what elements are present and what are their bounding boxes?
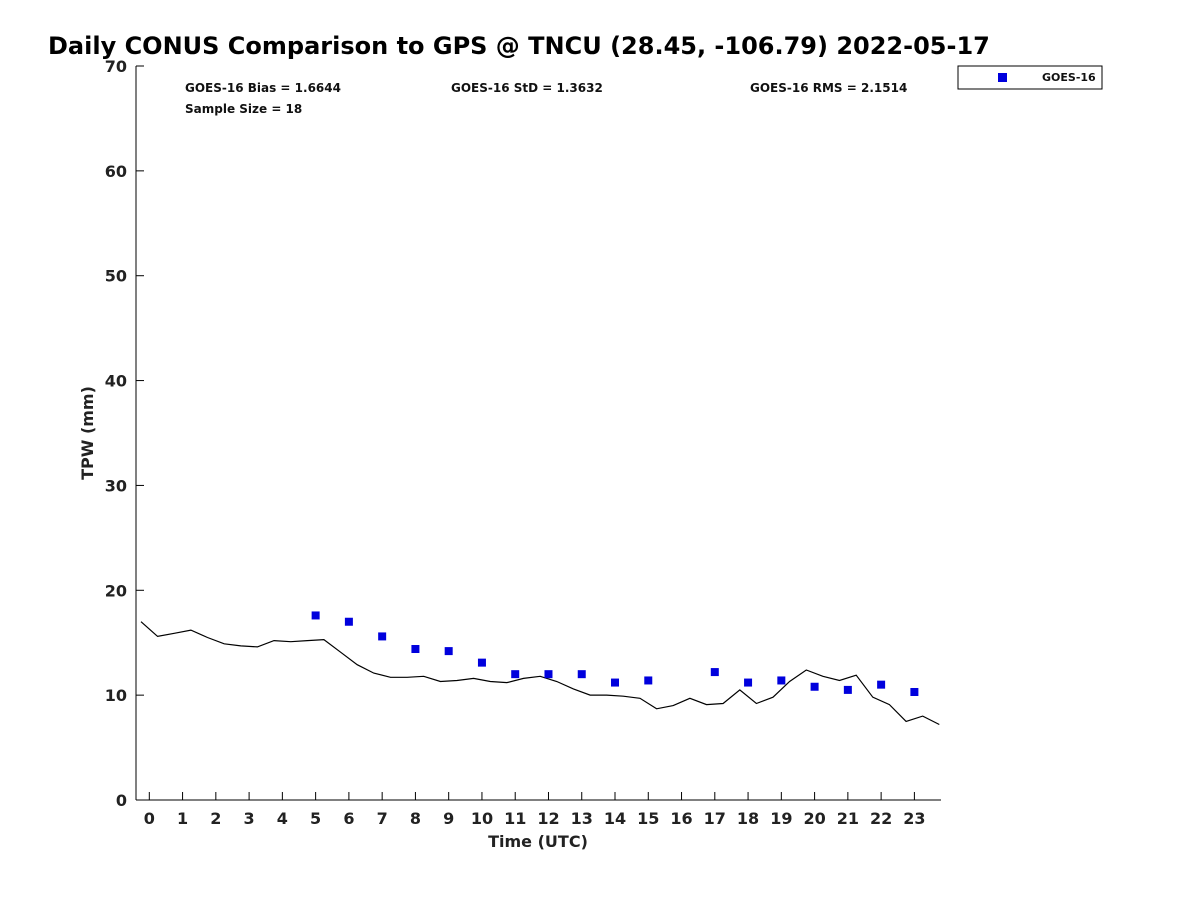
- x-tick-label: 5: [310, 809, 321, 828]
- goes-16-point: [877, 680, 886, 689]
- goes-16-point: [843, 685, 852, 694]
- x-tick-label: 6: [343, 809, 354, 828]
- x-ticks: 0 1 2 3 4 5 6 7 8 9 10 11 12 13 14 15 16 17 18 19 20 21 22 23: [144, 792, 926, 828]
- y-tick-label: 50: [105, 267, 127, 286]
- x-axis-label: Time (UTC): [488, 832, 588, 851]
- gps-series: [140, 621, 940, 726]
- x-tick-label: 8: [410, 809, 421, 828]
- goes-16-point: [710, 668, 719, 677]
- x-tick-label: 13: [571, 809, 593, 828]
- x-tick-label: 23: [903, 809, 925, 828]
- x-tick-label: 3: [244, 809, 255, 828]
- y-tick-label: 10: [105, 686, 127, 705]
- legend-marker-goes-16: [998, 73, 1007, 82]
- goes-16-point: [477, 658, 486, 667]
- y-tick-label: 30: [105, 476, 127, 495]
- gps-line: [140, 621, 940, 726]
- y-tick-label: 60: [105, 162, 127, 181]
- x-tick-label: 0: [144, 809, 155, 828]
- x-tick-label: 16: [670, 809, 692, 828]
- goes-16-point: [411, 645, 420, 654]
- goes-16-point: [810, 682, 819, 691]
- legend-label-goes-16: GOES-16: [1042, 71, 1096, 84]
- goes-16-point: [378, 632, 387, 641]
- y-tick-label: 70: [105, 57, 127, 76]
- x-tick-label: 15: [637, 809, 659, 828]
- goes-16-point: [311, 611, 320, 620]
- x-tick-label: 20: [803, 809, 825, 828]
- chart-title: Daily CONUS Comparison to GPS @ TNCU (28…: [48, 32, 990, 60]
- y-tick-label: 40: [105, 372, 127, 391]
- stat-bias: GOES-16 Bias = 1.6644: [185, 81, 341, 95]
- x-tick-label: 2: [210, 809, 221, 828]
- goes-16-point: [344, 617, 353, 626]
- x-tick-label: 17: [704, 809, 726, 828]
- goes-16-point: [444, 647, 453, 656]
- x-tick-label: 9: [443, 809, 454, 828]
- goes-16-point: [644, 676, 653, 685]
- legend: GOES-16: [957, 65, 1103, 90]
- x-tick-label: 4: [277, 809, 288, 828]
- goes-16-point: [777, 676, 786, 685]
- goes-16-point: [611, 678, 620, 687]
- y-axis-label: TPW (mm): [78, 386, 97, 480]
- goes-16-point: [544, 670, 553, 679]
- x-tick-label: 12: [537, 809, 559, 828]
- legend-box: [957, 65, 1103, 90]
- goes-16-point: [744, 678, 753, 687]
- goes-16-series: [311, 611, 919, 696]
- x-tick-label: 22: [870, 809, 892, 828]
- x-tick-label: 14: [604, 809, 626, 828]
- x-tick-label: 7: [377, 809, 388, 828]
- stat-rms: GOES-16 RMS = 2.1514: [750, 81, 907, 95]
- y-tick-label: 20: [105, 581, 127, 600]
- x-tick-label: 18: [737, 809, 759, 828]
- y-ticks: 0 10 20 30 40 50 60 70: [105, 57, 144, 810]
- x-tick-label: 10: [471, 809, 493, 828]
- stat-std: GOES-16 StD = 1.3632: [451, 81, 603, 95]
- goes-16-point: [910, 687, 919, 696]
- y-tick-label: 0: [116, 791, 127, 810]
- x-tick-label: 1: [177, 809, 188, 828]
- x-tick-label: 11: [504, 809, 526, 828]
- stat-sample-size: Sample Size = 18: [185, 102, 302, 116]
- x-tick-label: 21: [837, 809, 859, 828]
- goes-16-point: [511, 670, 520, 679]
- goes-16-point: [577, 670, 586, 679]
- x-tick-label: 19: [770, 809, 792, 828]
